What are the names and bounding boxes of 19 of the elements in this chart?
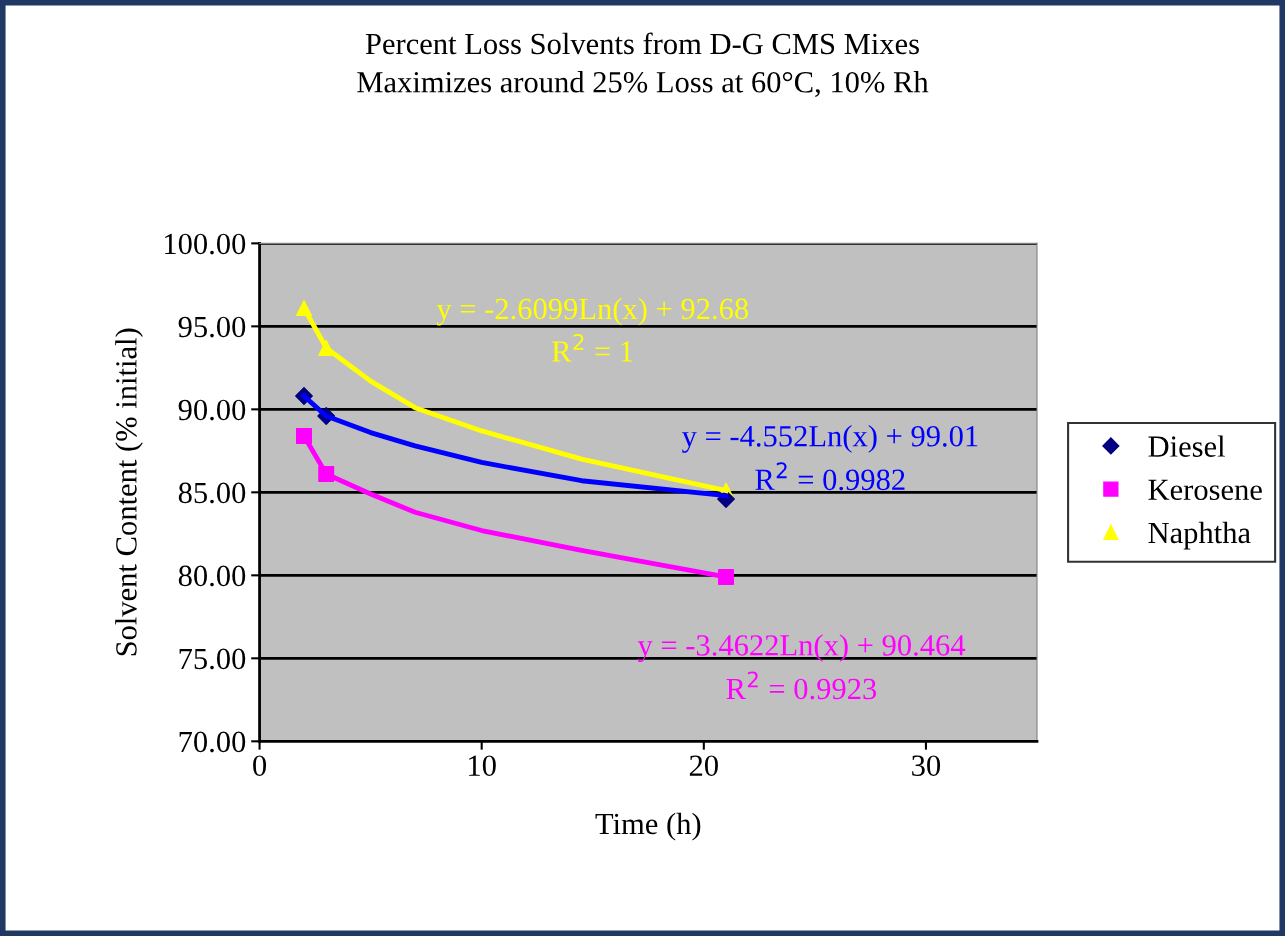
legend-label: Diesel xyxy=(1148,435,1225,457)
y-tick-label: 70.00 xyxy=(179,731,246,753)
series-label: y = -2.6099Ln(x) + 92.68 R$^{2}$ = 1 xyxy=(436,297,748,362)
y-tick-label: 100.00 xyxy=(165,233,246,255)
x-tick-label: 0 xyxy=(253,755,267,777)
chart-title: Percent Loss Solvents from D-G CMS Mixes Maximizes around 25% Loss at 60°C, 10% Rh xyxy=(357,32,929,97)
y-tick-label: 80.00 xyxy=(178,565,246,587)
legend-label: Naphtha xyxy=(1148,521,1251,550)
y-axis-title: Solvent Content (% initial) xyxy=(115,328,143,656)
x-tick-label: 30 xyxy=(912,755,941,777)
x-tick-label: 20 xyxy=(689,755,718,777)
x-axis-title: Time (h) xyxy=(595,812,701,841)
series-label: y = -4.552Ln(x) + 99.01 R$^{2}$ = 0.9982 xyxy=(682,425,978,491)
legend-label: Kerosene xyxy=(1148,479,1262,501)
x-tick-label: 10 xyxy=(469,755,496,777)
y-tick-label: 95.00 xyxy=(178,316,246,338)
y-tick-label: 85.00 xyxy=(178,482,246,504)
y-tick-label: 75.00 xyxy=(179,648,246,670)
y-tick-label: 90.00 xyxy=(178,399,246,421)
